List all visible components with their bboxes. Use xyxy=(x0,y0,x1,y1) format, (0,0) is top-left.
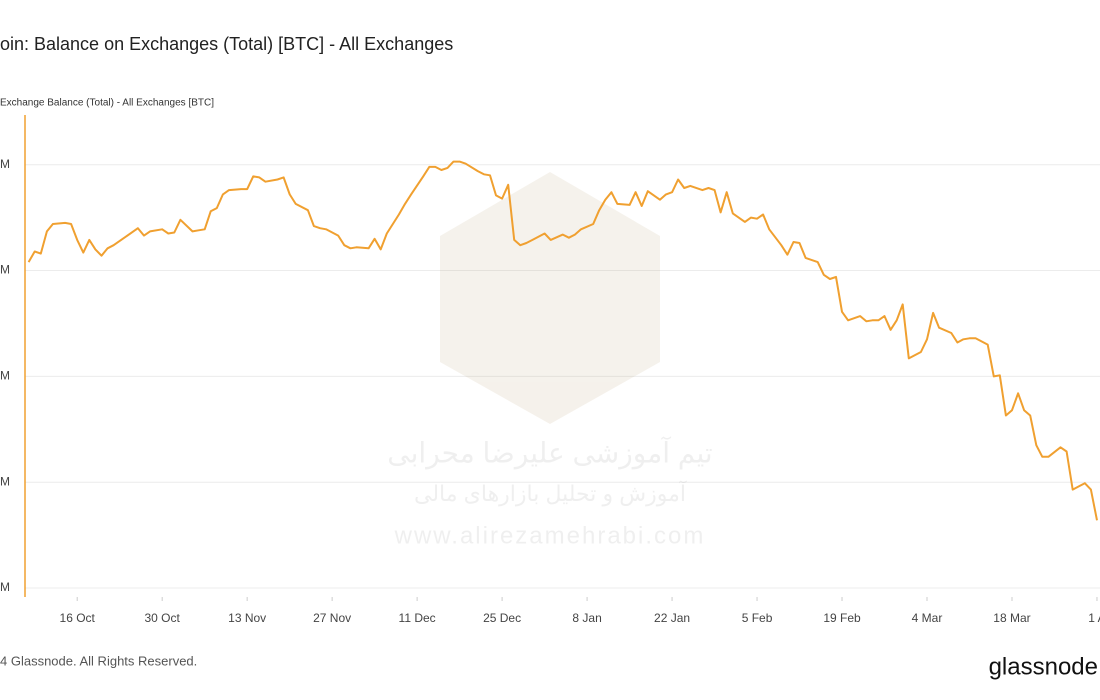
x-tick-label: 22 Jan xyxy=(654,611,690,625)
legend-label: Exchange Balance (Total) - All Exchanges… xyxy=(0,98,214,109)
x-tick-label: 1 A xyxy=(1088,611,1100,625)
x-tick-label: 19 Feb xyxy=(823,611,861,625)
y-tick-label: M xyxy=(0,263,10,277)
watermark: تیم آموزشی علیرضا محرابی آموزش و تحلیل ب… xyxy=(387,172,713,549)
watermark-logo xyxy=(440,172,660,424)
y-tick-label: M xyxy=(0,369,10,383)
x-tick-label: 8 Jan xyxy=(572,611,601,625)
x-tick-label: 18 Mar xyxy=(993,611,1030,625)
watermark-text: www.alirezamehrabi.com xyxy=(394,522,706,549)
x-tick-label: 4 Mar xyxy=(912,611,943,625)
x-tick-label: 25 Dec xyxy=(483,611,521,625)
x-tick-label: 30 Oct xyxy=(145,611,181,625)
chart-title: oin: Balance on Exchanges (Total) [BTC] … xyxy=(0,34,453,54)
x-tick-label: 27 Nov xyxy=(313,611,351,625)
watermark-text: تیم آموزشی علیرضا محرابی xyxy=(387,436,712,469)
x-tick-label: 16 Oct xyxy=(60,611,96,625)
brand: glassnode xyxy=(989,653,1098,680)
footer: 4 Glassnode. All Rights Reserved. xyxy=(0,653,197,668)
y-tick-label: M xyxy=(0,580,10,594)
line xyxy=(27,160,1098,521)
x-tick-label: 5 Feb xyxy=(742,611,773,625)
x-tick-label: 11 Dec xyxy=(399,611,436,625)
y-tick-label: M xyxy=(0,474,10,488)
watermark-text: آموزش و تحلیل بازارهای مالی xyxy=(414,480,687,507)
x-tick-label: 13 Nov xyxy=(228,611,266,625)
y-tick-label: M xyxy=(0,157,10,171)
